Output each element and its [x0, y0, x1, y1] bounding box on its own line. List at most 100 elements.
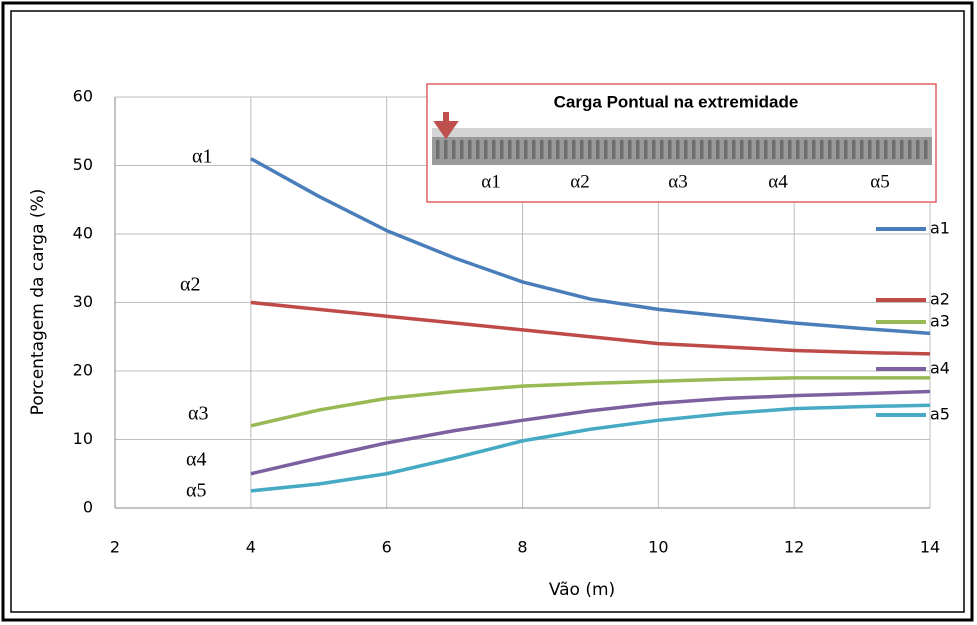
annotation: α3: [188, 403, 208, 425]
slab-rib: [636, 140, 640, 159]
inner-frame: [10, 10, 965, 613]
slab-rib: [876, 140, 880, 159]
load-arrow: [433, 112, 459, 140]
slab-rib: [508, 140, 512, 159]
slab-rib: [788, 140, 792, 159]
slab-rib: [580, 140, 584, 159]
slab-rib: [460, 140, 464, 159]
slab-rib: [652, 140, 656, 159]
slab-rib: [436, 140, 440, 159]
slab-rib: [676, 140, 680, 159]
slab-rib: [572, 140, 576, 159]
y-axis-label: Porcentagem da carga (%): [28, 189, 48, 416]
inset-label: α1: [481, 171, 500, 192]
slab-rib: [828, 140, 832, 159]
slab-rib: [492, 140, 496, 159]
legend-label: a4: [930, 359, 950, 378]
slab-rib: [780, 140, 784, 159]
slab-rib: [604, 140, 608, 159]
y-tick-label: 40: [73, 224, 93, 243]
annotation: α4: [186, 449, 206, 471]
inset: Carga Pontual na extremidade α1 α2 α3 α4 α5: [426, 83, 937, 203]
x-tick-label: 2: [110, 538, 120, 557]
slab-rib: [764, 140, 768, 159]
annotation: α2: [180, 274, 200, 296]
slab-rib: [708, 140, 712, 159]
slab-rib: [684, 140, 688, 159]
slab-rib: [620, 140, 624, 159]
slab-rib: [804, 140, 808, 159]
slab-rib: [908, 140, 912, 159]
slab-rib: [588, 140, 592, 159]
series-line: [250, 389, 931, 476]
slab-rib: [700, 140, 704, 159]
slab-rib: [596, 140, 600, 159]
legend-label: a2: [930, 290, 950, 309]
slab-rib: [524, 140, 528, 159]
x-tick-label: 10: [648, 538, 668, 557]
slab-rib: [668, 140, 672, 159]
slab-rib: [852, 140, 856, 159]
legend-label: a5: [930, 405, 950, 424]
series-line: [249, 157, 931, 336]
x-tick-label: 8: [517, 538, 527, 557]
y-tick-label: 0: [83, 498, 93, 517]
inset-label: α3: [668, 171, 687, 192]
slab: [432, 135, 932, 165]
x-axis-label: Vão (m): [549, 580, 615, 600]
x-tick-label: 4: [246, 538, 256, 557]
slab-rib: [916, 140, 920, 159]
series-line: [250, 376, 930, 428]
slab-rib: [476, 140, 480, 159]
inset-label: α5: [870, 171, 889, 192]
slab-top: [432, 128, 932, 137]
inset-title: Carga Pontual na extremidade: [554, 92, 799, 111]
slab-rib: [500, 140, 504, 159]
slab-rib: [884, 140, 888, 159]
slab-rib: [796, 140, 800, 159]
annotation: α5: [186, 480, 206, 502]
x-tick-label: 12: [784, 538, 804, 557]
slab-rib: [716, 140, 720, 159]
legend-label: a1: [930, 219, 950, 238]
slab-rib: [444, 140, 448, 159]
slab-rib: [924, 140, 928, 159]
slab-rib: [860, 140, 864, 159]
y-tick-label: 10: [73, 429, 93, 448]
slab-rib: [540, 140, 544, 159]
slab-rib: [628, 140, 632, 159]
slab-rib: [900, 140, 904, 159]
slab-rib: [812, 140, 816, 159]
slab-rib: [740, 140, 744, 159]
slab-rib: [732, 140, 736, 159]
y-tick-label: 30: [73, 292, 93, 311]
inset-label: α2: [570, 171, 589, 192]
slab-rib: [820, 140, 824, 159]
slab-rib: [532, 140, 536, 159]
legend-label: a3: [930, 312, 950, 331]
slab-rib: [868, 140, 872, 159]
slab-rib: [724, 140, 728, 159]
slab-rib: [556, 140, 560, 159]
slab-rib: [748, 140, 752, 159]
slab-rib: [692, 140, 696, 159]
inset-label: α4: [768, 171, 788, 192]
y-tick-label: 50: [73, 155, 93, 174]
slab-rib: [564, 140, 568, 159]
x-tick-label: 14: [920, 538, 940, 557]
slab-rib: [612, 140, 616, 159]
slab-rib: [836, 140, 840, 159]
annotation: α1: [192, 146, 212, 168]
series-line: [250, 300, 931, 356]
slab-rib: [756, 140, 760, 159]
series-line: [250, 403, 931, 493]
slab-rib: [644, 140, 648, 159]
slab-rib: [660, 140, 664, 159]
y-tick-label: 60: [73, 87, 93, 106]
slab-rib: [772, 140, 776, 159]
y-tick-label: 20: [73, 361, 93, 380]
slab-rib: [452, 140, 456, 159]
slab-rib: [844, 140, 848, 159]
